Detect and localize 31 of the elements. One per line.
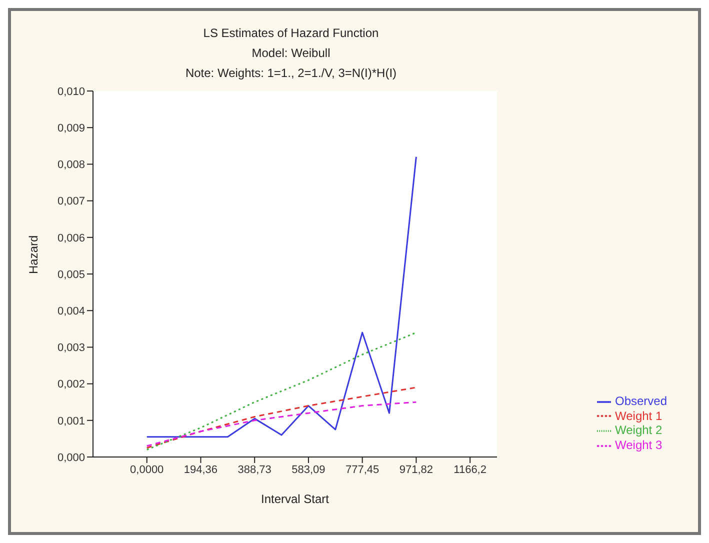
y-tick-label: 0,006 xyxy=(57,232,85,244)
x-tick-label: 971,82 xyxy=(399,464,434,476)
line-series xyxy=(146,156,417,438)
legend-label: Weight 3 xyxy=(615,438,662,452)
y-tick-label: 0,004 xyxy=(57,306,85,318)
text: Note: Weights: 1=1., 2=1./V, 3=N(I)*H(I) xyxy=(184,65,398,82)
x-axis-title: Interval Start xyxy=(260,492,330,506)
y-tick-label: 0,002 xyxy=(57,378,85,391)
legend-label: Observed xyxy=(615,394,668,408)
line-series xyxy=(146,332,417,450)
x-tick-label: 583,09 xyxy=(292,464,326,476)
x-tick-label: 1166,2 xyxy=(454,464,486,476)
legend-label: Weight 1 xyxy=(615,408,662,423)
legend-label: Weight 2 xyxy=(615,423,662,438)
y-tick-label: 0,001 xyxy=(57,415,85,428)
y-axis-title: Hazard xyxy=(26,235,40,274)
x-tick-label: 777,45 xyxy=(346,464,380,476)
y-tick-label: 0,008 xyxy=(57,159,85,172)
chart-title: LS Estimates of Hazard Function xyxy=(202,25,380,42)
line-series xyxy=(146,386,417,449)
line-series xyxy=(146,401,417,447)
y-tick-label: 0,009 xyxy=(57,122,85,135)
x-tick-label: 194,36 xyxy=(184,464,218,476)
x-tick-label: 0,0000 xyxy=(130,464,164,476)
y-tick-label: 0,005 xyxy=(57,268,85,281)
y-tick-label: 0,000 xyxy=(57,452,85,464)
y-tick-label: 0,003 xyxy=(57,342,85,354)
chart-subtitle: Model: Weibull xyxy=(250,45,332,62)
y-tick-label: 0,010 xyxy=(57,86,85,98)
y-tick-label: 0,007 xyxy=(57,196,85,208)
x-tick-label: 388,73 xyxy=(238,464,272,476)
